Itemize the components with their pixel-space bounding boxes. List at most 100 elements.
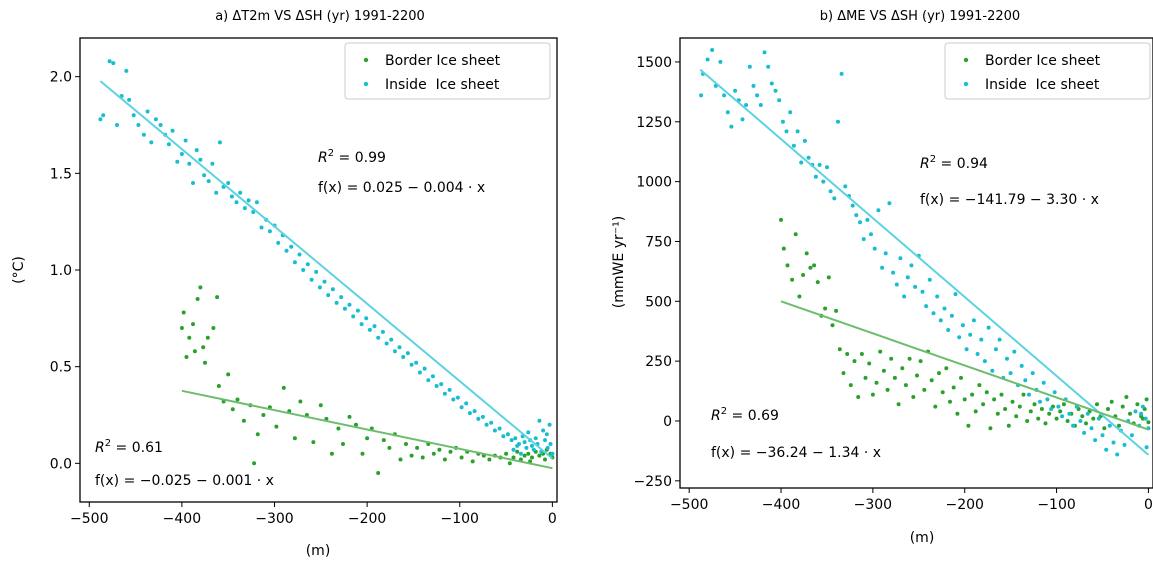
panel-b-point-border — [881, 368, 886, 373]
panel-b-legend-marker-inside — [963, 81, 969, 87]
panel-a-point-border — [336, 426, 341, 431]
panel-a-point-inside — [531, 447, 536, 452]
panel-b-legend-border: Border Ice sheet — [985, 53, 1101, 69]
panel-b-point-border — [988, 426, 993, 431]
panel-a-point-border — [537, 453, 542, 458]
panel-b-point-inside — [836, 119, 840, 124]
panel-b: b) ΔME VS ΔSH (yr) 1991-2200 −500 −400 −30… — [611, 9, 1153, 546]
panel-a-point-inside — [289, 244, 294, 249]
panel-b-point-inside — [1060, 414, 1065, 419]
panel-a-point-inside — [98, 117, 103, 122]
panel-b-point-border — [1102, 426, 1107, 431]
panel-a-x-label: (m) — [306, 543, 331, 559]
panel-a-point-inside — [194, 148, 199, 153]
panel-a-point-inside — [384, 341, 389, 346]
panel-a-point-border — [184, 355, 189, 359]
panel-b-point-inside — [725, 110, 730, 115]
panel-a-point-inside — [501, 434, 506, 439]
panel-b-point-inside — [1041, 380, 1046, 385]
panel-b-point-border — [837, 347, 842, 352]
panel-b-point-inside — [898, 256, 903, 261]
panel-b-y-tick-label: 1250 — [636, 115, 672, 131]
panel-a-x-tick-label: −400 — [163, 511, 201, 527]
panel-a-point-border — [442, 457, 447, 462]
panel-b-point-inside — [1133, 409, 1138, 414]
panel-b-point-border — [823, 306, 828, 311]
panel-b-point-border — [1061, 402, 1066, 407]
panel-a-point-inside — [530, 443, 534, 448]
panel-b-point-inside — [1139, 411, 1144, 416]
panel-a-point-inside — [526, 430, 531, 435]
panel-a-frame — [79, 37, 558, 503]
panel-a-point-border — [318, 403, 323, 408]
panel-b-point-inside — [964, 347, 969, 352]
panel-b-point-inside — [1038, 399, 1042, 404]
panel-b-point-border — [1043, 421, 1048, 426]
panel-a-legend-border: Border Ice sheet — [385, 53, 501, 69]
panel-b-y-tick-label: 750 — [645, 234, 672, 250]
panel-b-point-border — [1146, 420, 1151, 425]
panel-a-fit-line-inside — [99, 80, 554, 460]
panel-b-point-inside — [839, 71, 844, 76]
panel-b-point-inside — [766, 64, 771, 69]
panel-b-x-ticks: −500 −400 −300 −200 −100 0 — [670, 488, 1153, 513]
panel-a-point-inside — [334, 300, 339, 305]
panel-a-point-inside — [518, 451, 523, 456]
panel-b-frame — [679, 37, 1153, 489]
panel-b-point-inside — [1056, 404, 1061, 409]
panel-b-point-border — [966, 423, 971, 428]
panel-a-point-inside — [136, 123, 141, 127]
panel-b-point-border — [995, 411, 1000, 416]
panel-b-point-inside — [710, 48, 715, 52]
panel-a-point-inside — [513, 436, 518, 441]
panel-a-point-border — [255, 432, 260, 437]
panel-b-point-border — [1058, 409, 1063, 414]
panel-a-point-inside — [364, 316, 369, 321]
panel-b-fit-line-inside — [699, 68, 1150, 456]
panel-b-point-inside — [887, 201, 892, 206]
panel-a-y-ticks: 0.0 0.5 1.0 1.5 2.0 — [50, 70, 80, 472]
panel-b-point-border — [1039, 407, 1044, 411]
panel-b-y-ticks: −250 0 250 500 750 1000 1250 1500 — [634, 55, 680, 490]
panel-a-point-inside — [309, 277, 314, 282]
panel-a-point-inside — [267, 229, 272, 234]
panel-a-point-inside — [372, 324, 377, 329]
panel-a-r2-inside: R2 = 0.99 — [318, 148, 386, 166]
panel-a-point-border — [437, 447, 442, 452]
panel-b-y-tick-label: 0 — [663, 414, 672, 430]
panel-a-point-border — [360, 451, 365, 456]
panel-a-point-inside — [234, 200, 239, 205]
panel-b-point-inside — [891, 270, 896, 275]
panel-b-point-border — [959, 375, 963, 380]
panel-b-y-tick-label: 1000 — [636, 175, 672, 191]
panel-b-point-border — [870, 392, 875, 397]
panel-a-point-border — [381, 438, 386, 443]
panel-b-x-tick-label: −100 — [1037, 497, 1075, 513]
panel-b-point-border — [797, 294, 802, 299]
panel-a-point-border — [298, 399, 303, 404]
panel-b-point-inside — [968, 332, 973, 337]
panel-b-title: b) ΔME VS ΔSH (yr) 1991-2200 — [820, 9, 1020, 24]
panel-a-point-inside — [544, 432, 549, 437]
panel-a-x-tick-label: 0 — [548, 511, 557, 527]
panel-a-point-border — [191, 322, 195, 327]
panel-a-point-border — [420, 455, 425, 460]
panel-a-point-border — [409, 453, 414, 458]
panel-b-point-inside — [733, 88, 738, 93]
panel-b-point-inside — [1140, 404, 1145, 409]
panel-a-point-inside — [422, 366, 427, 371]
panel-b-point-inside — [813, 174, 818, 179]
panel-b-point-inside — [1005, 356, 1009, 361]
panel-a-point-border — [215, 295, 220, 300]
panel-a-point-inside — [226, 181, 231, 185]
panel-b-point-inside — [762, 50, 767, 55]
panel-a-point-inside — [276, 240, 281, 245]
panel-a-point-inside — [389, 337, 394, 342]
panel-a-point-inside — [434, 384, 439, 388]
panel-a-point-inside — [292, 260, 297, 265]
panel-a-point-inside — [153, 117, 158, 122]
panel-b-point-border — [841, 371, 846, 376]
panel-b-point-inside — [729, 124, 734, 129]
panel-b-point-border — [970, 392, 975, 397]
